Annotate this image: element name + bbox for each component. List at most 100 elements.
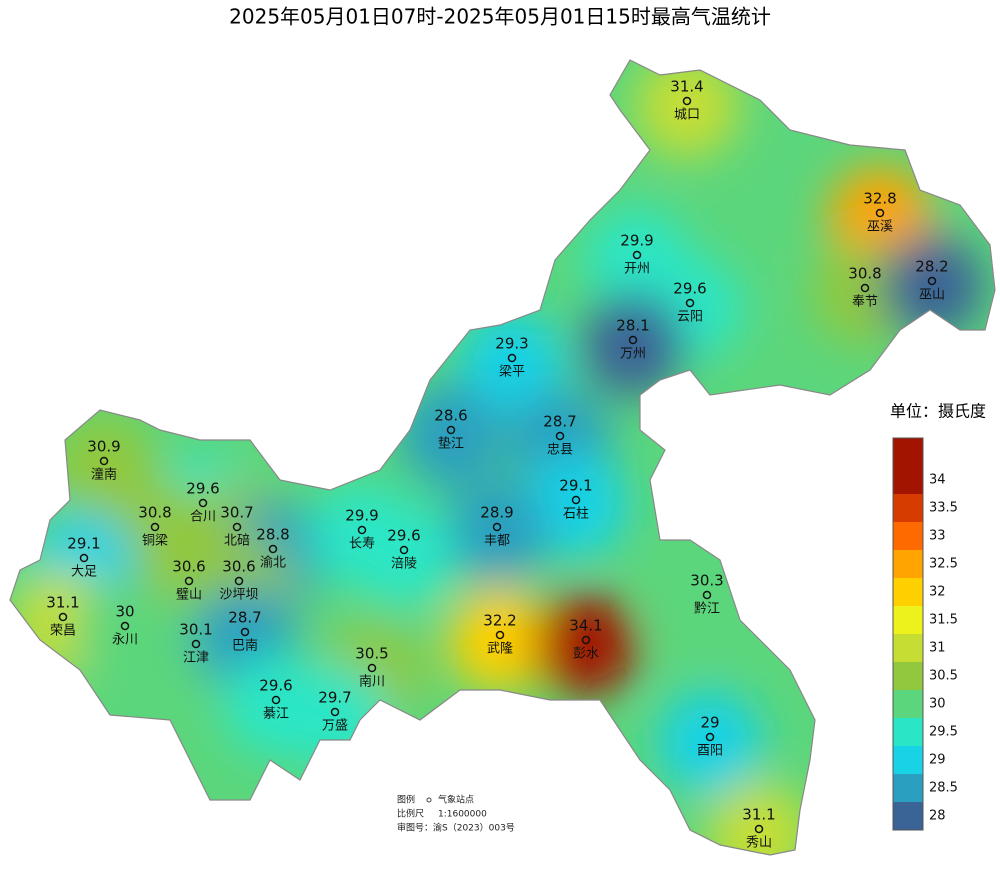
legend-label: 图例 [397,794,415,806]
legend-tick: 29.5 [929,725,958,740]
legend-tick: 31 [929,641,946,656]
station-value: 30.5 [355,645,388,663]
station-value: 34.1 [569,617,602,635]
station-value: 30.8 [848,265,881,283]
station-name: 忠县 [547,443,573,458]
station-name: 巫山 [919,288,945,303]
station-value: 29.9 [345,507,378,525]
station-marker [860,283,870,293]
field-blobs [11,60,984,855]
station-name: 大足 [71,565,97,580]
station-marker [682,96,692,106]
station-name: 黔江 [694,602,720,617]
station-marker [555,431,565,441]
station-value: 30.7 [220,504,253,522]
station-marker [754,824,764,834]
scale-label: 比例尺 [397,808,424,820]
station-value: 31.1 [742,806,775,824]
station-marker [99,456,109,466]
station-name: 北碚 [224,534,250,549]
field-blob [445,480,549,584]
legend-item: 气象站点 [438,794,474,806]
station-marker [702,590,712,600]
station-name: 永川 [112,633,138,648]
station-marker [271,695,281,705]
station-name: 长寿 [349,537,375,552]
station-value: 29.7 [318,689,351,707]
station-value: 30 [115,603,134,621]
legend-tick: 34 [929,473,946,488]
station-marker [268,544,278,554]
station-name: 垫江 [438,436,464,452]
station-value: 29.6 [259,677,292,695]
station-marker [150,522,160,532]
legend-tick: 29 [929,753,946,768]
station-value: 28.1 [616,317,649,335]
station-name: 沙坪坝 [219,588,258,603]
station-marker [79,553,89,563]
legend-tick: 33.5 [929,501,958,516]
station-name: 酉阳 [697,744,723,759]
station-value: 29 [700,714,719,732]
station-marker [628,335,638,345]
station-name: 荣昌 [50,624,76,639]
notes: 图例 气象站点 比例尺 1:1600000 审图号：渝S（2023）003号 [397,794,515,834]
station-marker [875,208,885,218]
legend-band [893,466,923,494]
station-marker [234,576,244,586]
legend-band [893,522,923,550]
station-marker [492,522,502,532]
station-marker [927,276,937,286]
station-marker [240,627,250,637]
legend-frame [892,437,924,831]
station-marker [581,635,591,645]
station-value: 30.6 [222,558,255,576]
legend-band [893,746,923,774]
station-marker [705,732,715,742]
station-marker [446,425,456,435]
station-value: 31.4 [670,78,703,96]
temperature-field [10,60,995,855]
field-blob [534,593,638,697]
legend-tick: 28.5 [929,781,958,796]
legend-band [893,606,923,634]
field-blob [524,453,628,557]
station-marker [507,353,517,363]
station-name: 云阳 [677,310,703,325]
legend-band [893,578,923,606]
station-value: 30.1 [179,621,212,639]
station-marker [58,612,68,622]
title: 2025年05月01日07时-2025年05月01日15时最高气温统计 [229,5,771,29]
legend-band [893,802,923,830]
station-marker [399,545,409,555]
station-name: 铜梁 [142,534,168,549]
station-value: 28.2 [915,258,948,276]
legend-title: 单位：摄氏度 [890,402,986,421]
scale: 1:1600000 [438,810,487,820]
station-name: 渝北 [260,555,286,571]
station-value: 29.6 [186,480,219,498]
field-blob [581,293,685,397]
station-marker [571,495,581,505]
station-marker [184,576,194,586]
station-value: 29.6 [673,280,706,298]
station-value: 29.6 [387,527,420,545]
field-blob [448,588,552,692]
field-blob [352,503,456,607]
station-name: 万州 [620,347,646,362]
station-name: 秀山 [746,836,772,851]
station-value: 28.7 [543,413,576,431]
station-name: 綦江 [263,707,289,722]
legend-tick: 30.5 [929,669,958,684]
legend-tick: 30 [929,697,946,712]
legend-band [893,774,923,802]
legend-symbol [426,797,432,803]
legend-band [893,494,923,522]
station-name: 江津 [183,651,209,666]
station-marker [120,621,130,631]
stations: 31.4 城口 32.8 巫溪 29.9 开州 29.6 云阳 30.8 奉节 28.2 巫山 28.1… [46,78,948,851]
legend-tick: 28 [929,809,946,824]
field-blob [880,234,984,338]
station-name: 武隆 [487,642,513,657]
